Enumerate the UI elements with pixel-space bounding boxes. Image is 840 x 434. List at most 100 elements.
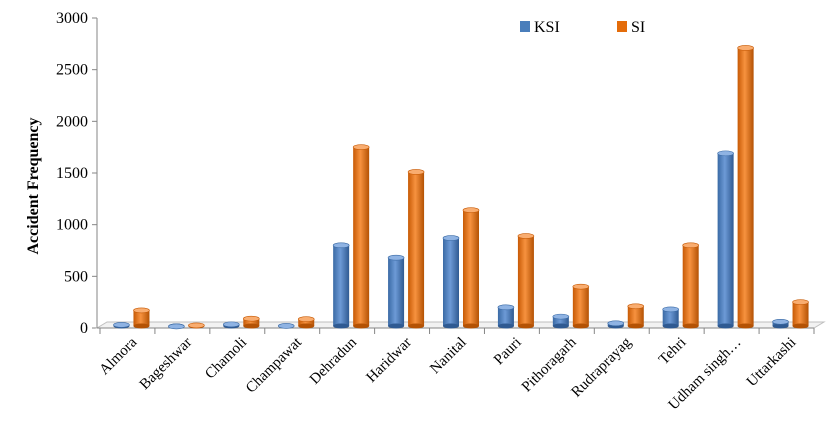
bar-body [572, 286, 589, 326]
bar-body [717, 153, 734, 326]
x-tick-label: Uttarkashi [744, 335, 799, 390]
x-tick-label: Chamoli [202, 335, 250, 383]
bar-ksi: Bageshwar KSI: 15 [168, 323, 185, 330]
bar-ksi: Almora KSI: 30 [113, 322, 130, 329]
bar-base [717, 323, 734, 329]
bar-body [133, 310, 150, 326]
bar-body [552, 316, 569, 326]
bar-base [517, 323, 534, 329]
bar-si: Dehradun SI: 1750 [352, 144, 370, 329]
bar-si: Tehri SI: 800 [682, 242, 699, 329]
y-tick-label: 1500 [56, 165, 88, 182]
y-tick-label: 3000 [56, 10, 88, 27]
y-tick-label: 0 [80, 320, 88, 337]
bar-base [388, 323, 405, 329]
bar-top [113, 322, 130, 328]
bar-top [717, 150, 734, 157]
bar-body [627, 306, 644, 326]
x-tick-label: Bageshwar [137, 335, 195, 393]
bar-body [298, 319, 315, 326]
bar-ksi: Haridwar KSI: 680 [387, 254, 405, 329]
bar-si: Udham singh… SI: 2710 [737, 45, 754, 329]
bar-ksi: Rudraprayag KSI: 45 [607, 320, 625, 329]
bar-top [188, 322, 205, 329]
legend-label-si: SI [631, 19, 645, 36]
y-tick-label: 2500 [56, 62, 88, 79]
bar-body [333, 245, 350, 326]
y-tick-label: 1000 [56, 217, 88, 234]
y-tick-label: 2000 [56, 113, 88, 130]
bar-top [497, 304, 515, 311]
bar-top [662, 306, 679, 313]
bar-si: Pauri SI: 890 [517, 233, 535, 329]
bar-si: Nanital SI: 1140 [462, 207, 480, 329]
bar-body [662, 309, 679, 326]
bars: Almora KSI: 30Almora SI: 170 Bageshwar KS… [113, 45, 809, 330]
bar-base [133, 323, 150, 329]
bar-base [662, 323, 679, 329]
legend-label-ksi: KSI [534, 19, 560, 36]
bar-top [572, 283, 590, 290]
bar-top [277, 323, 295, 329]
bar-top [387, 254, 405, 261]
bar-top [223, 321, 240, 328]
bar-body [737, 47, 754, 326]
bar-top [442, 235, 460, 241]
bar-base [572, 323, 589, 329]
bar-base [772, 323, 789, 329]
bar-ksi: Uttarkashi KSI: 60 [772, 318, 789, 329]
bar-body [517, 236, 534, 326]
floor-plane [95, 321, 826, 329]
bar-top [297, 316, 315, 323]
bar-body [388, 257, 405, 326]
bar-body [353, 147, 370, 326]
bar-top [462, 207, 480, 213]
x-tick-label: Tehri [656, 335, 690, 369]
bar-top [332, 242, 350, 249]
x-tick-label: Champawat [243, 334, 306, 397]
bar-body [682, 245, 699, 326]
bar-ksi: Pauri KSI: 200 [497, 304, 515, 329]
bar-body [497, 307, 514, 326]
bar-ksi: Champawat KSI: 20 [277, 323, 295, 329]
x-tick-label: Pauri [491, 335, 525, 369]
bar-base [333, 323, 350, 329]
chart-floor [95, 321, 826, 334]
bar-ksi: Chamoli KSI: 35 [223, 321, 240, 329]
bar-top [607, 320, 625, 327]
bar-body [443, 238, 459, 326]
bar-si: Bageshwar SI: 25 [188, 322, 205, 329]
bar-top [352, 144, 370, 150]
bar-top [792, 299, 809, 305]
legend: KSI SI [520, 19, 645, 36]
bar-ksi: Udham singh… KSI: 1690 [717, 150, 734, 329]
bar-base [627, 323, 644, 329]
bar-ksi: Dehradun KSI: 800 [332, 242, 350, 329]
bar-top [168, 323, 185, 330]
bar-base [463, 323, 479, 329]
bar-si: Champawat SI: 85 [297, 316, 315, 329]
bar-si: Chamoli SI: 90 [243, 315, 260, 329]
bar-body [792, 302, 809, 326]
bar-body [463, 210, 479, 326]
bar-top [627, 303, 645, 310]
bar-top [737, 45, 754, 51]
bar-ksi: Pithoragarh KSI: 110 [552, 313, 570, 329]
bar-si: Haridwar SI: 1510 [407, 169, 425, 329]
bar-base [243, 323, 260, 329]
legend-swatch-ksi [520, 21, 530, 32]
bar-top [552, 313, 570, 320]
x-tick-label: Almora [97, 334, 141, 378]
bar-top [407, 169, 425, 175]
bar-base [552, 323, 569, 329]
bar-body [243, 318, 260, 326]
bar-ksi: Nanital KSI: 870 [442, 235, 460, 329]
bar-top [133, 307, 150, 314]
bar-base [443, 323, 459, 329]
bar-base [353, 323, 370, 329]
bar-base [792, 323, 809, 329]
bar-base [408, 323, 425, 329]
bar-ksi: Tehri KSI: 180 [662, 306, 679, 329]
